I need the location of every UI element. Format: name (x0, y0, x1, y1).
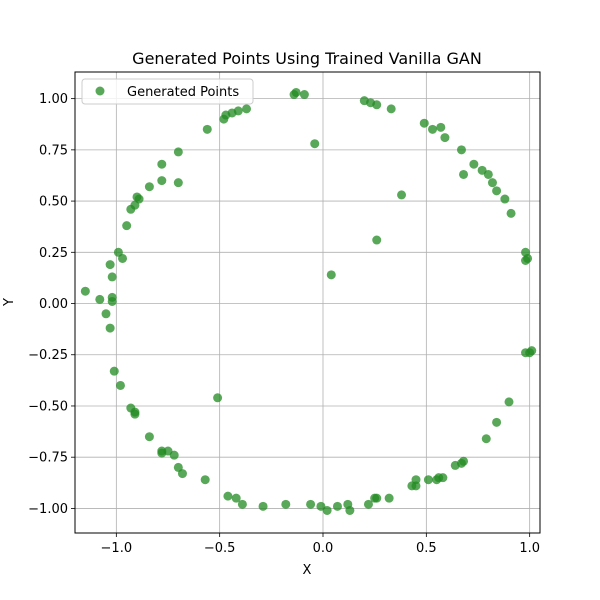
data-point (428, 124, 438, 134)
data-point (144, 432, 154, 442)
data-point (423, 475, 433, 485)
legend-box (81, 78, 254, 105)
data-points (80, 87, 537, 515)
data-point (469, 159, 479, 169)
y-tick-label: −0.25 (28, 348, 68, 363)
data-point (101, 309, 111, 319)
x-tick-label: 0.5 (416, 541, 437, 556)
data-point (109, 366, 119, 376)
data-point (434, 473, 444, 483)
data-point (440, 133, 450, 143)
data-point (363, 499, 373, 509)
data-point (157, 159, 167, 169)
data-point (144, 182, 154, 192)
data-point (332, 501, 342, 511)
data-point (115, 380, 125, 390)
data-point (231, 493, 241, 503)
data-point (281, 499, 291, 509)
data-point (173, 178, 183, 188)
data-point (242, 104, 252, 114)
y-tick-label: 1.00 (39, 92, 68, 107)
axis-ticks: −1.0 −0.5 0.0 0.5 1.0 −1.00 −0.75 −0.50 −0.25 0.0… (28, 92, 540, 556)
data-point (105, 260, 115, 270)
y-tick-label: −0.75 (28, 451, 68, 466)
y-tick-label: 0.25 (39, 246, 68, 261)
data-point (481, 434, 491, 444)
data-point (384, 493, 394, 503)
x-tick-label: −1.0 (101, 541, 133, 556)
data-point (436, 122, 446, 132)
data-point (487, 178, 497, 188)
data-point (372, 235, 382, 245)
x-axis-title: X (303, 563, 312, 578)
data-point (456, 145, 466, 155)
data-point (500, 194, 510, 204)
data-point (407, 481, 417, 491)
data-point (306, 499, 316, 509)
data-point (483, 169, 493, 179)
y-tick-label: −0.50 (28, 399, 68, 414)
data-point (322, 505, 332, 515)
data-point (223, 491, 233, 501)
data-point (386, 104, 396, 114)
x-tick-label: 0.0 (313, 541, 334, 556)
data-point (450, 460, 460, 470)
data-point (372, 493, 382, 503)
data-point (213, 393, 223, 403)
data-point (506, 208, 516, 218)
y-tick-label: 0.75 (39, 143, 68, 158)
data-point (130, 409, 140, 419)
grid-lines (75, 72, 540, 533)
data-point (107, 296, 117, 306)
data-point (258, 501, 268, 511)
chart-title: Generated Points Using Trained Vanilla G… (132, 49, 482, 68)
data-point (372, 100, 382, 110)
data-point (299, 90, 309, 100)
data-point (345, 505, 355, 515)
data-point (237, 499, 247, 509)
data-point (326, 270, 336, 280)
data-point (492, 186, 502, 196)
data-point (105, 323, 115, 333)
data-point (492, 417, 502, 427)
data-point (126, 204, 136, 214)
data-point (173, 147, 183, 157)
data-point (202, 124, 212, 134)
x-tick-label: 1.0 (519, 541, 540, 556)
legend-label: Generated Points (127, 85, 239, 100)
y-tick-label: −1.00 (28, 502, 68, 517)
data-point (459, 169, 469, 179)
x-tick-label: −0.5 (204, 541, 236, 556)
data-point (419, 118, 429, 128)
data-point (177, 469, 187, 479)
data-point (157, 176, 167, 186)
data-point (219, 114, 229, 124)
legend-marker-icon (95, 86, 105, 96)
data-point (289, 90, 299, 100)
data-point (504, 397, 514, 407)
y-axis-title: Y (2, 298, 17, 307)
data-point (95, 294, 105, 304)
data-point (200, 475, 210, 485)
data-point (397, 190, 407, 200)
data-point (169, 450, 179, 460)
data-point (80, 286, 90, 296)
data-point (107, 272, 117, 282)
legend: Generated Points (81, 78, 254, 105)
y-tick-label: 0.00 (39, 297, 68, 312)
data-point (122, 221, 132, 231)
data-point (523, 253, 533, 263)
y-tick-label: 0.50 (39, 195, 68, 210)
data-point (525, 348, 535, 358)
data-point (118, 253, 128, 263)
data-point (310, 139, 320, 149)
plot-frame (74, 71, 541, 534)
